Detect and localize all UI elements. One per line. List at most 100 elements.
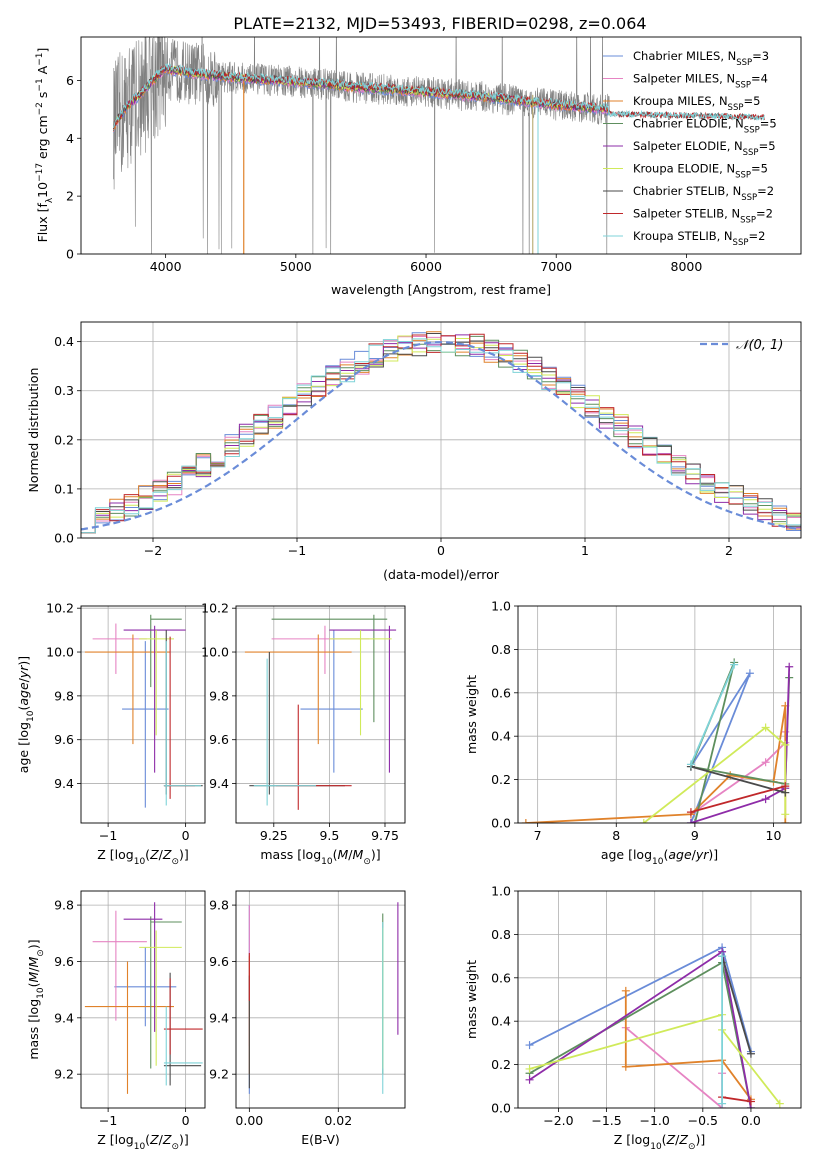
spectrum-y-axis-label-part: λ: [45, 197, 55, 203]
x-axis-label-part: Z: [149, 847, 159, 862]
x-axis-label-part: ⊙: [171, 1142, 179, 1152]
spectrum-x-axis-label: wavelength [Angstrom, rest frame]: [331, 282, 551, 297]
x-tick-label: −1.0: [640, 1113, 670, 1128]
y-axis-label-part: age: [16, 682, 31, 706]
weight-series-1: [625, 1027, 723, 1108]
plot-area: [248, 902, 399, 1094]
legend-entry: Chabrier ELODIE, NSSP=5: [633, 117, 777, 136]
figure-title: PLATE=2132, MJD=53493, FIBERID=0298, z=0…: [233, 14, 646, 33]
x-tick-label: 0.00: [235, 1113, 263, 1128]
weight-marker: [690, 819, 699, 823]
weight-marker: [525, 1075, 534, 1084]
x-axis-label-part: Z: [666, 1132, 676, 1147]
y-tick-label: 0.0: [491, 816, 511, 831]
weight-marker: [686, 808, 695, 817]
weight-series-4: [690, 666, 791, 823]
x-tick-label: −1: [99, 1113, 117, 1128]
weight-marker: [781, 782, 790, 791]
y-axis-label-part: /: [16, 677, 31, 682]
x-axis-label-part: E(B-V): [301, 1132, 340, 1147]
y-axis-label-part: M: [26, 972, 41, 983]
x-tick-label: 7000: [540, 259, 572, 274]
y-axis-label-part: 10: [26, 710, 36, 722]
legend-entry-sub: SSP: [744, 126, 760, 136]
weight-marker: [745, 669, 754, 678]
legend-entry: Salpeter MILES, NSSP=4: [633, 72, 768, 91]
y-tick-label: 10.0: [201, 645, 229, 660]
legend-entry-text: Salpeter ELODIE, N: [633, 139, 743, 153]
legend-entry-text: Chabrier ELODIE, N: [633, 117, 744, 131]
x-tick-label: 0: [182, 1113, 190, 1128]
y-axis-label-part: age [log: [16, 722, 31, 773]
y-tick-label: 0.8: [491, 927, 511, 942]
x-tick-label: 10: [766, 828, 782, 843]
legend-entry-text: Salpeter MILES, N: [633, 72, 735, 86]
axes-frame: [80, 36, 802, 255]
x-tick-label: 9: [691, 828, 699, 843]
y-tick-label: 10.2: [46, 601, 74, 616]
weight-marker: [730, 660, 739, 669]
y-tick-label: 0.0: [54, 531, 74, 546]
legend-entry-sub: SSP: [735, 171, 751, 181]
axes-frame: [517, 605, 802, 824]
x-tick-label: 9.75: [371, 828, 399, 843]
x-axis-label-part: M: [338, 847, 349, 862]
weight-marker: [521, 819, 530, 823]
legend-entry-suffix: =2: [748, 229, 765, 243]
legend-entry-sub: SSP: [735, 81, 751, 91]
weight-marker: [718, 1099, 727, 1108]
weight-marker: [639, 819, 648, 823]
x-axis-label-part: 10: [652, 857, 664, 867]
y-tick-label: 0.6: [491, 970, 511, 985]
x-axis-label-part: Z: [149, 1132, 159, 1147]
y-tick-label: 0.2: [491, 1057, 511, 1072]
x-axis-label: E(B-V): [301, 1132, 340, 1147]
x-tick-label: −2.0: [543, 1113, 573, 1128]
y-tick-label: 0.0: [491, 1101, 511, 1116]
x-tick-label: −1: [99, 828, 117, 843]
x-tick-label: 0.02: [324, 1113, 352, 1128]
x-axis-label-part: /: [692, 847, 697, 862]
x-axis-label-part: )]: [695, 1132, 705, 1147]
weight-marker: [785, 662, 794, 671]
y-tick-label: 9.4: [209, 776, 229, 791]
spectrum-y-axis-label-part: −1: [35, 78, 45, 91]
y-tick-label: 1.0: [491, 884, 511, 899]
legend-entry-suffix: =3: [752, 49, 769, 63]
plot-area: [525, 943, 784, 1108]
weight-marker: [781, 819, 790, 823]
x-axis-label-part: /: [159, 1132, 164, 1147]
legend-entry-text: Kroupa STELIB, N: [633, 229, 733, 243]
weight-series-4: [529, 950, 752, 1108]
y-tick-label: 9.2: [209, 1067, 229, 1082]
x-tick-label: −1.5: [591, 1113, 621, 1128]
x-tick-label: 9.5: [319, 828, 339, 843]
y-axis-label-part: ⊙: [36, 949, 46, 957]
y-tick-label: 9.2: [54, 1067, 74, 1082]
y-axis-label-part: mass [log: [26, 999, 41, 1060]
x-tick-label: 2: [725, 543, 733, 558]
x-axis-label: Z [log10(Z/Z⊙)]: [97, 1132, 189, 1152]
x-tick-label: 9.25: [260, 828, 288, 843]
weight-marker: [686, 760, 695, 769]
histogram-y-axis-label: Normed distribution: [26, 368, 41, 493]
x-axis-label-part: 10: [134, 857, 146, 867]
spectrum-y-axis-label-part: s: [35, 92, 50, 103]
weight-marker: [775, 1099, 784, 1108]
residual-histogram-panel: −2 −1 0 1 2 0.0 0.1 0.2 0.3 0.4 𝒩(0, 1) (data-model…: [26, 321, 802, 582]
y-tick-label: 9.4: [209, 1010, 229, 1025]
legend-entry-text: Kroupa ELODIE, N: [633, 162, 735, 176]
weight-series-0: [529, 946, 752, 1052]
weight-vs-metallicity-panel: −2.0 −1.5 −1.0 −0.5 0.0 0.0 0.2 0.4 0.6 0.8 1.0 Z […: [464, 884, 802, 1152]
y-tick-label: 10.2: [201, 601, 229, 616]
x-tick-label: 0: [437, 543, 445, 558]
y-tick-label: 0.2: [491, 772, 511, 787]
weight-series-8: [690, 664, 736, 765]
weight-series-6: [690, 765, 786, 794]
legend-entry-text: Kroupa MILES, N: [633, 94, 728, 108]
weight-series-7: [690, 785, 786, 813]
weight-marker: [746, 1097, 755, 1106]
normal-curve: [81, 341, 799, 531]
observed-spectrum: [113, 37, 610, 254]
